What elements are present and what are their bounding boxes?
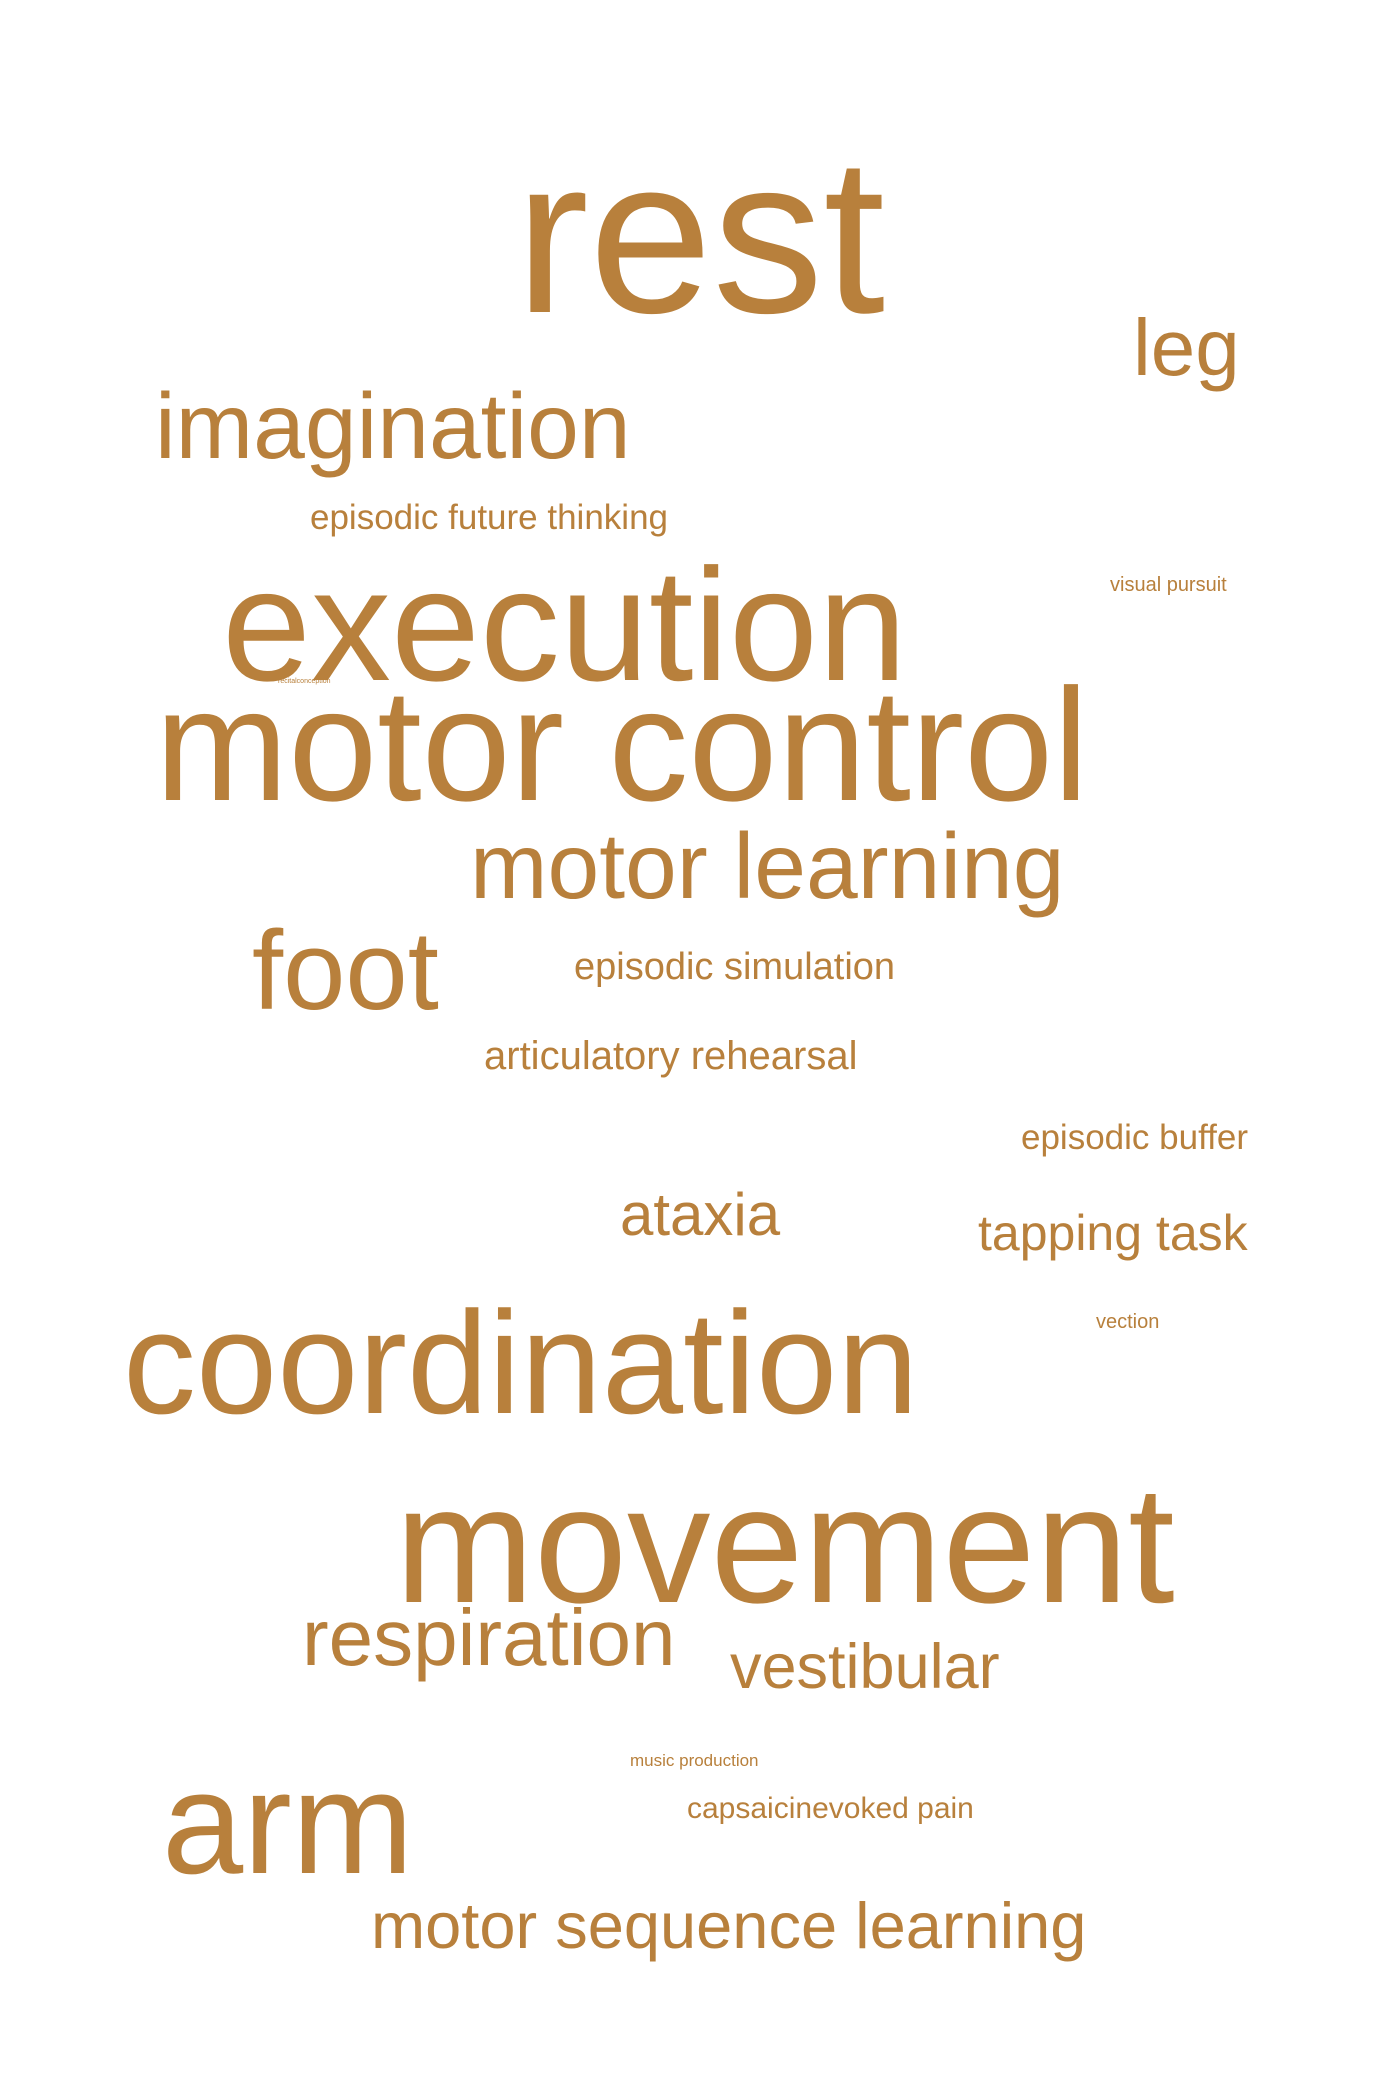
word-music-production: music production: [630, 1751, 759, 1770]
word-episodic-simulation: episodic simulation: [574, 946, 896, 988]
word-leg: leg: [1133, 303, 1240, 392]
word-motor-sequence-learning: motor sequence learning: [371, 1889, 1087, 1962]
word-foot: foot: [252, 908, 439, 1033]
word-respiration: respiration: [302, 1593, 676, 1682]
word-imagination: imagination: [155, 374, 631, 478]
word-motor-control: motor control: [155, 655, 1089, 834]
word-execution: execution: [222, 535, 907, 714]
word-recitalconception: recitalconception: [278, 678, 331, 685]
word-vestibular: vestibular: [730, 1632, 1000, 1702]
word-arm: arm: [162, 1741, 414, 1904]
word-movement: movement: [395, 1452, 1175, 1638]
word-capsaicinevoked-pain: capsaicinevoked pain: [687, 1792, 974, 1825]
word-articulatory-rehearsal: articulatory rehearsal: [484, 1034, 858, 1078]
word-coordination: coordination: [123, 1281, 919, 1444]
word-visual-pursuit: visual pursuit: [1110, 574, 1227, 596]
word-episodic-future-thinking: episodic future thinking: [310, 498, 668, 537]
word-ataxia: ataxia: [620, 1181, 781, 1248]
word-rest: rest: [515, 112, 886, 360]
word-vection: vection: [1096, 1311, 1160, 1333]
word-tapping-task: tapping task: [978, 1205, 1248, 1261]
word-motor-learning: motor learning: [470, 814, 1065, 918]
word-episodic-buffer: episodic buffer: [1021, 1118, 1249, 1157]
